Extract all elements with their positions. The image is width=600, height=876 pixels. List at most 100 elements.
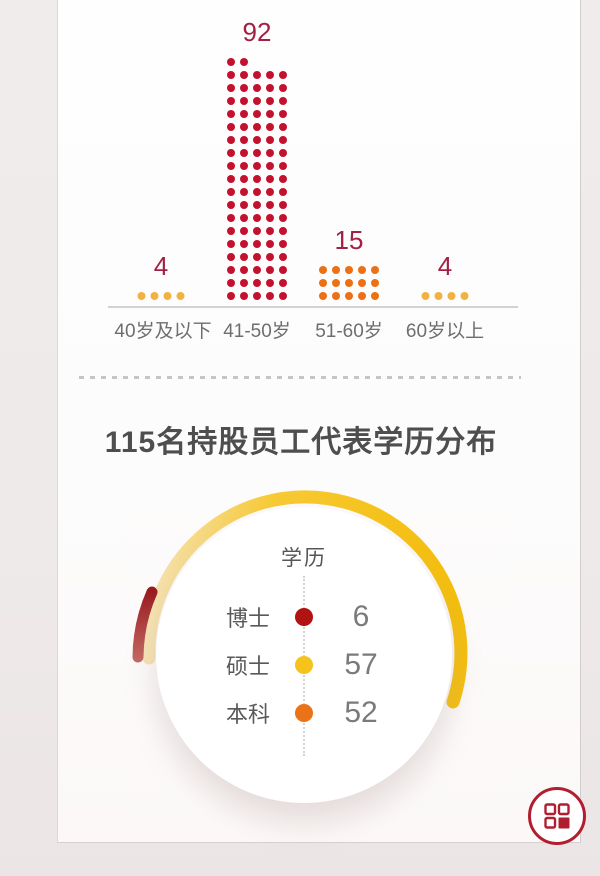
person-dot xyxy=(266,188,274,196)
legend-label: 博士 xyxy=(226,606,271,631)
person-dot xyxy=(279,292,287,300)
person-dot xyxy=(240,279,248,287)
person-dot xyxy=(227,240,235,248)
person-dot xyxy=(266,162,274,170)
person-dot xyxy=(266,110,274,118)
person-dot xyxy=(279,110,287,118)
person-dot xyxy=(279,97,287,105)
person-dot xyxy=(253,136,261,144)
person-dot xyxy=(240,240,248,248)
person-dot xyxy=(371,279,379,287)
person-dot xyxy=(266,136,274,144)
person-dot xyxy=(227,188,235,196)
education-gauge-chart: 学历 博士 6 硕士 57 本科 52 xyxy=(58,460,582,843)
person-dot xyxy=(240,188,248,196)
person-dot xyxy=(240,136,248,144)
person-dot xyxy=(227,201,235,209)
person-dot xyxy=(240,84,248,92)
dot-block xyxy=(137,292,185,300)
age-category-label: 60岁以上 xyxy=(405,321,485,342)
person-dot xyxy=(227,110,235,118)
person-dot xyxy=(279,253,287,261)
age-dot-chart: 4 92 15 4 xyxy=(106,0,518,300)
person-dot xyxy=(227,71,235,79)
person-dot xyxy=(227,214,235,222)
person-dot xyxy=(253,162,261,170)
person-dot xyxy=(240,149,248,157)
person-dot xyxy=(279,136,287,144)
person-dot xyxy=(240,201,248,209)
legend-value: 52 xyxy=(344,696,378,729)
person-dot xyxy=(266,227,274,235)
person-dot xyxy=(447,292,456,300)
legend-row: 博士 6 xyxy=(226,599,446,635)
person-dot xyxy=(345,279,353,287)
person-dot xyxy=(253,253,261,261)
person-dot xyxy=(279,71,287,79)
person-dot xyxy=(227,253,235,261)
person-dot xyxy=(240,110,248,118)
dot-block xyxy=(227,58,287,300)
person-dot xyxy=(227,97,235,105)
legend-color-dot xyxy=(295,656,313,674)
person-dot xyxy=(163,292,172,300)
person-dot xyxy=(279,266,287,274)
grid-menu-icon xyxy=(544,803,570,829)
person-dot xyxy=(253,279,261,287)
person-dot xyxy=(371,292,379,300)
person-dot xyxy=(253,110,261,118)
person-dot xyxy=(279,84,287,92)
person-dot xyxy=(279,279,287,287)
person-dot xyxy=(266,175,274,183)
person-dot xyxy=(460,292,469,300)
person-dot xyxy=(371,266,379,274)
person-dot xyxy=(279,201,287,209)
person-dot xyxy=(240,175,248,183)
legend-value: 6 xyxy=(352,600,370,633)
person-dot xyxy=(279,240,287,248)
dot-block xyxy=(319,266,379,300)
person-dot xyxy=(279,149,287,157)
person-dot xyxy=(176,292,185,300)
person-dot xyxy=(240,266,248,274)
legend-color-dot xyxy=(295,704,313,722)
person-dot xyxy=(358,279,366,287)
x-axis-line xyxy=(108,306,518,308)
legend-row: 硕士 57 xyxy=(226,647,446,683)
person-dot xyxy=(240,162,248,170)
person-dot xyxy=(332,266,340,274)
dot-block xyxy=(421,292,469,300)
person-dot xyxy=(332,292,340,300)
legend-title: 学历 xyxy=(281,547,327,570)
person-dot xyxy=(319,266,327,274)
person-dot xyxy=(279,227,287,235)
person-dot xyxy=(227,175,235,183)
person-dot xyxy=(319,292,327,300)
person-dot xyxy=(266,123,274,131)
person-dot xyxy=(227,136,235,144)
person-dot xyxy=(240,214,248,222)
person-dot xyxy=(266,71,274,79)
person-dot xyxy=(279,162,287,170)
person-dot xyxy=(266,214,274,222)
person-dot xyxy=(358,266,366,274)
arc-doctor xyxy=(132,586,158,663)
legend-color-dot xyxy=(295,608,313,626)
age-category-label: 51-60岁 xyxy=(315,321,383,342)
arc-master xyxy=(142,490,468,709)
person-dot xyxy=(227,123,235,131)
person-dot xyxy=(279,175,287,183)
person-dot xyxy=(240,71,248,79)
person-dot xyxy=(253,123,261,131)
grid-menu-button[interactable] xyxy=(528,787,586,845)
legend-label: 硕士 xyxy=(226,654,271,679)
person-dot xyxy=(240,58,248,66)
person-dot xyxy=(266,279,274,287)
person-dot xyxy=(253,240,261,248)
age-axis-labels: 40岁及以下 41-50岁 51-60岁 60岁以上 xyxy=(106,316,518,344)
person-dot xyxy=(253,214,261,222)
person-dot xyxy=(253,97,261,105)
person-dot xyxy=(240,227,248,235)
person-dot xyxy=(240,123,248,131)
